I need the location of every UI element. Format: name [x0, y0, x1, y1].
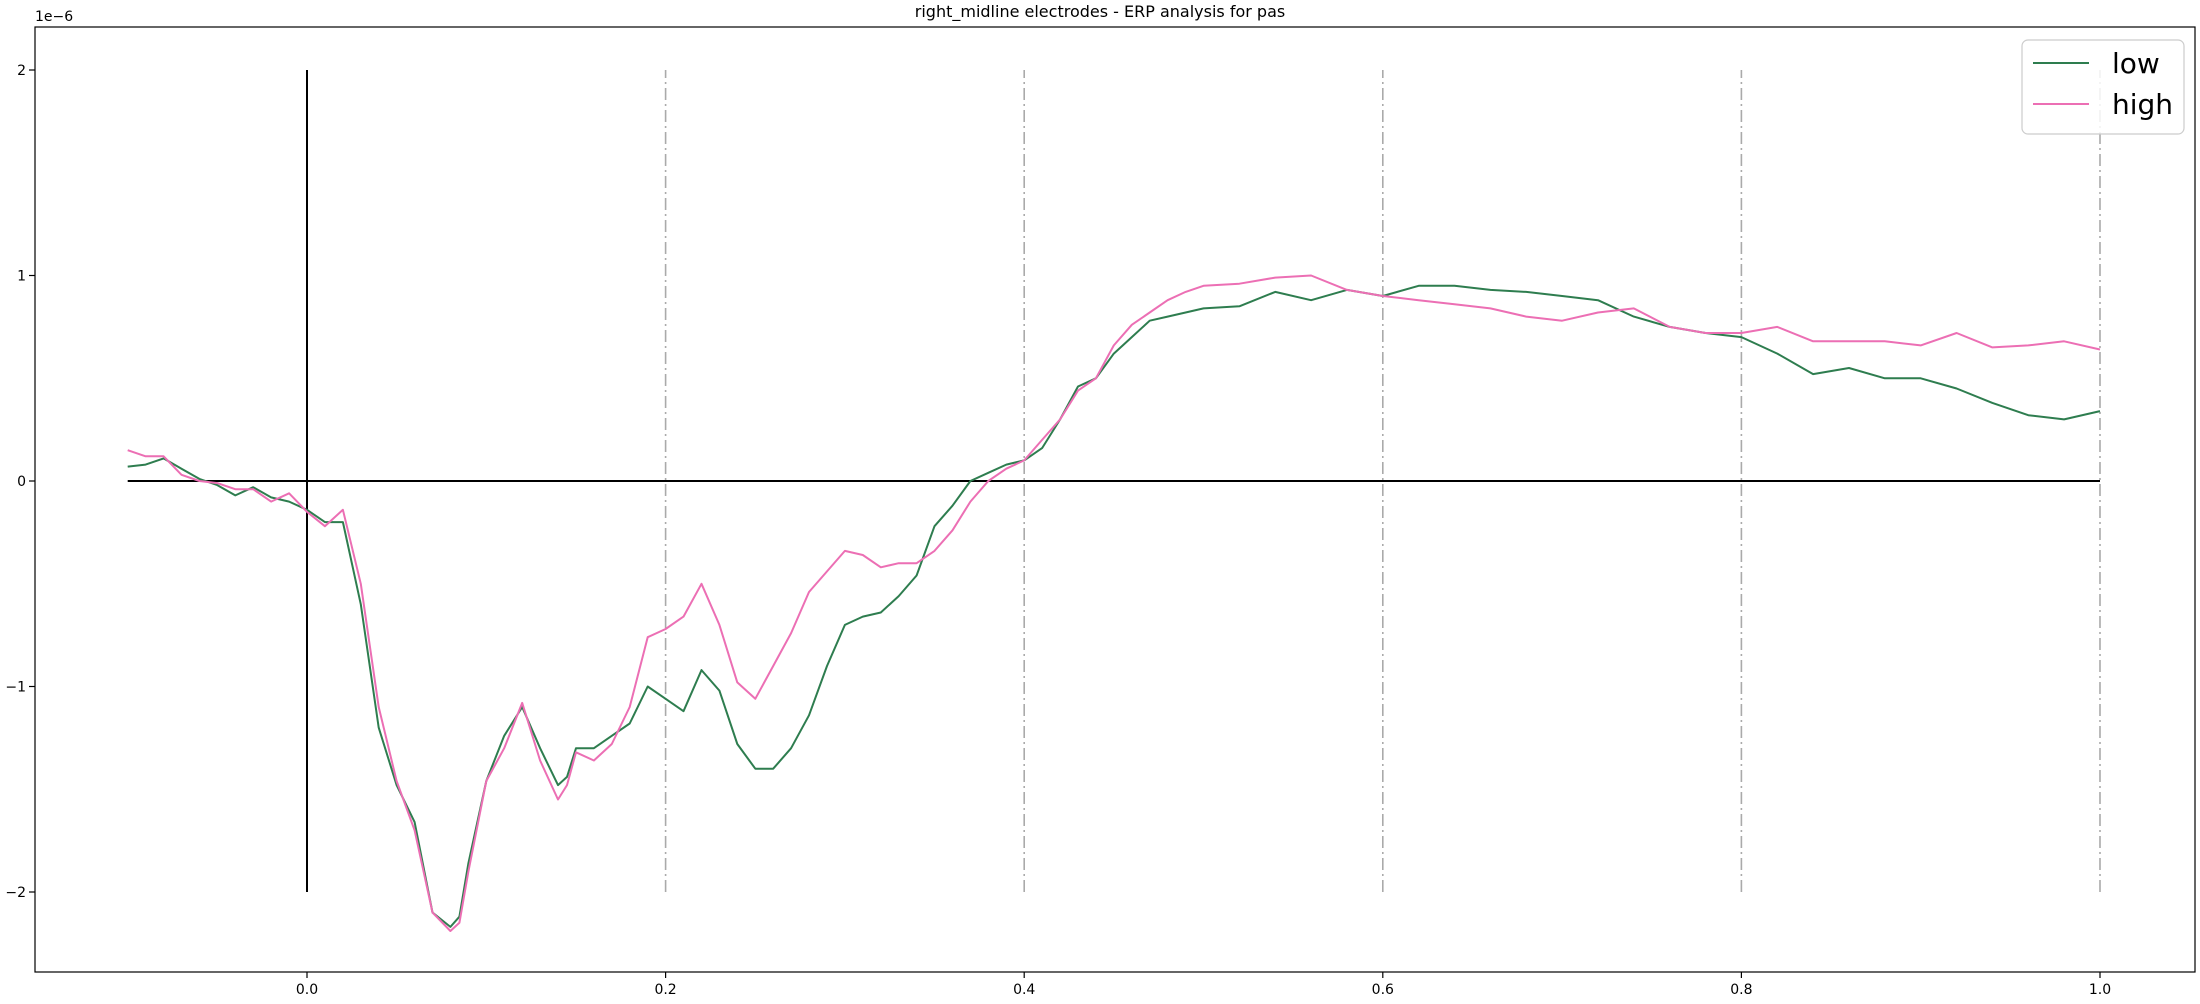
series-line-low	[127, 284, 2101, 928]
x-tick-label: 0.4	[1013, 982, 1035, 998]
reference-lines	[127, 70, 2101, 892]
y-tick-label: −2	[5, 885, 26, 901]
x-tick-label: 1.0	[2089, 982, 2111, 998]
x-tick-label: 0.6	[1372, 982, 1394, 998]
y-tick-label: 1	[17, 269, 26, 285]
y-tick-label: −1	[5, 680, 26, 696]
x-tick-label: 0.2	[654, 982, 676, 998]
legend: low high	[2021, 39, 2185, 135]
chart-title: right_midline electrodes - ERP analysis …	[915, 2, 1285, 22]
y-tick-label: 2	[17, 63, 26, 79]
x-axis-ticks: 0.0 0.2 0.4 0.6 0.8 1.0	[296, 972, 2111, 998]
series-lines	[127, 274, 2101, 932]
x-tick-label: 0.8	[1730, 982, 1752, 998]
x-tick-label: 0.0	[296, 982, 318, 998]
series-line-high	[127, 274, 2101, 932]
y-tick-label: 0	[17, 474, 26, 490]
legend-label-high: high	[2112, 88, 2173, 121]
y-axis-exponent-label: 1e−6	[35, 9, 73, 25]
y-axis-ticks: −2 −1 0 1 2	[5, 63, 35, 901]
legend-label-low: low	[2112, 47, 2160, 80]
plot-area-frame	[34, 26, 2196, 973]
